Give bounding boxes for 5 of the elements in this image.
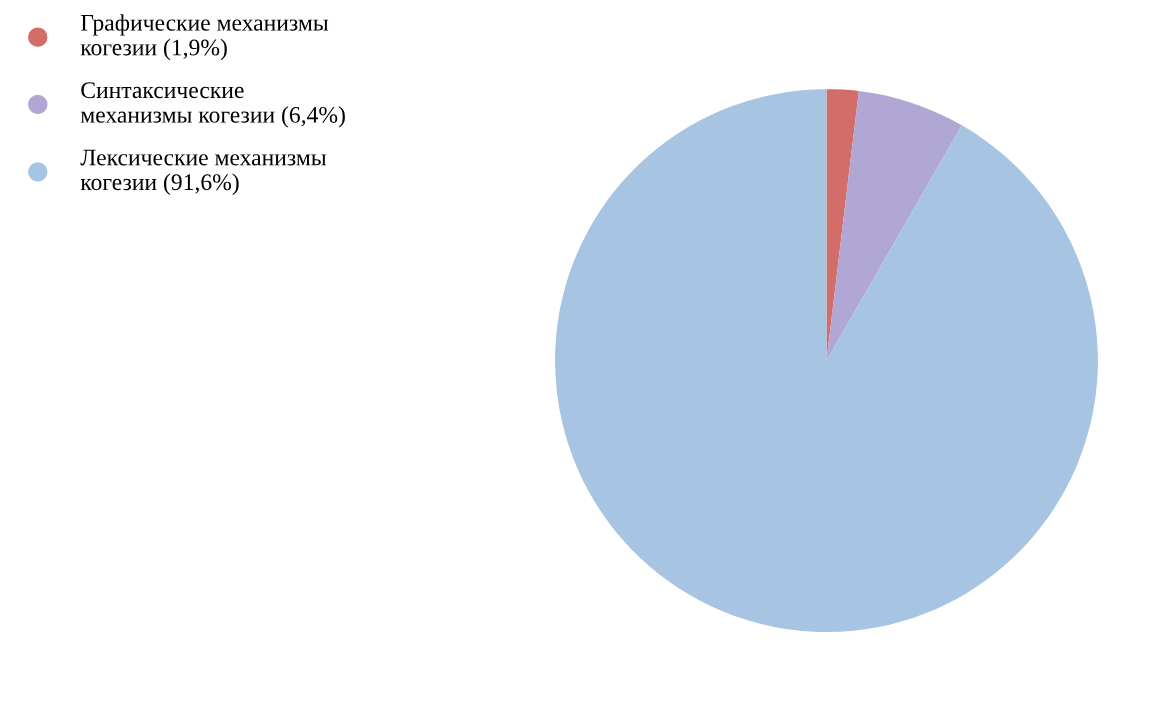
legend-label: Графические механизмы когезии (1,9%) xyxy=(80,14,329,61)
pie-slice xyxy=(826,91,962,361)
pie-slice xyxy=(555,89,1098,632)
legend-label: Лексические механизмы когезии (91,6%) xyxy=(80,149,327,195)
legend-label: Синтаксические механизмы когезии (6,4%) xyxy=(80,82,345,128)
